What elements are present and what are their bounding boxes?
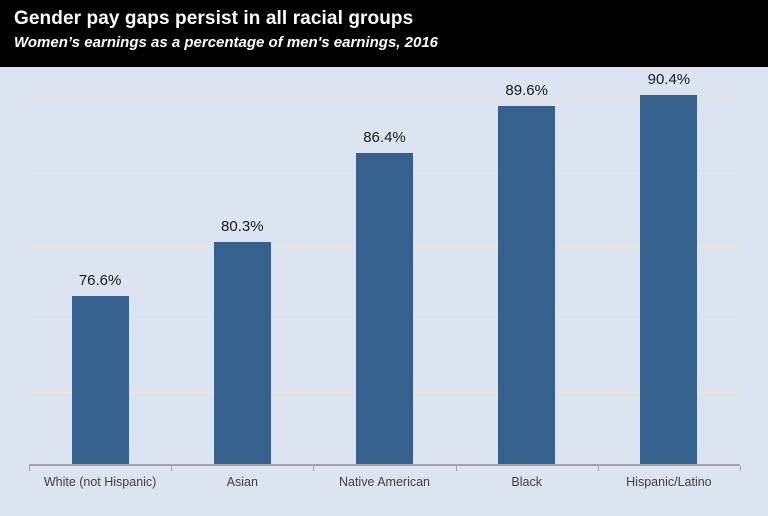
bar (356, 152, 413, 465)
bar (71, 295, 129, 465)
bar-value-label: 80.3% (221, 217, 264, 235)
x-axis-tick (740, 465, 741, 471)
x-axis-label: Native American (338, 474, 430, 489)
x-axis-tick (29, 465, 30, 471)
x-axis-label: White (not Hispanic) (43, 474, 157, 489)
bar (498, 106, 556, 465)
x-axis-tick (455, 465, 457, 471)
chart-subtitle: Women’s earnings as a percentage of men'… (14, 34, 439, 51)
x-axis-line (29, 464, 740, 466)
x-axis-tick (597, 465, 599, 471)
x-axis-tick (313, 465, 315, 471)
chart-header: Gender pay gaps persist in all racial gr… (0, 0, 768, 67)
bar (640, 94, 698, 465)
x-axis-label: Hispanic/Latino (626, 474, 712, 489)
gridline (29, 100, 740, 102)
chart-title: Gender pay gaps persist in all racial gr… (14, 8, 414, 29)
bar-value-label: 86.4% (363, 128, 406, 146)
x-axis-tick (171, 465, 173, 471)
bar-value-label: 90.4% (647, 70, 691, 88)
x-axis-label: Asian (226, 474, 258, 489)
x-axis-label: Black (511, 474, 542, 489)
bar-chart-plot: 76.6% White (not Hispanic) 80.3% Asian 86.4%… (0, 67, 768, 516)
bar-value-label: 89.6% (505, 82, 548, 100)
bar (213, 241, 271, 465)
bar-value-label: 76.6% (78, 271, 122, 289)
